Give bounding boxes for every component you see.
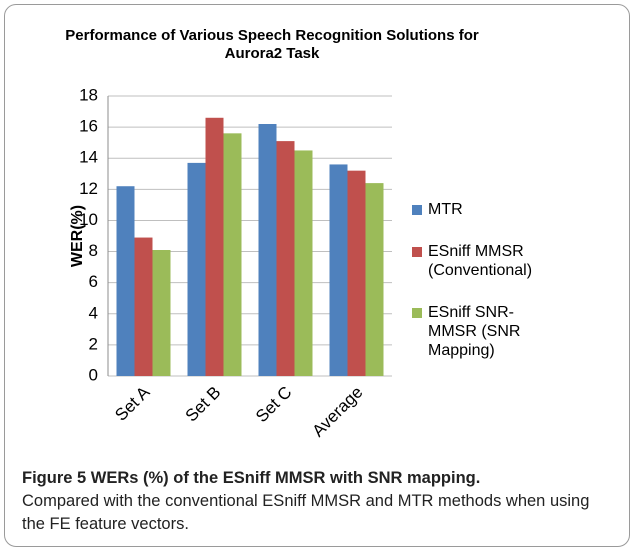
caption-label: Figure 5 WERs (%) of the ESniff MMSR wit… bbox=[22, 469, 481, 487]
legend-label: MTR bbox=[428, 201, 463, 218]
y-tick-label: 14 bbox=[79, 148, 98, 167]
bar bbox=[258, 124, 277, 376]
figure-frame bbox=[4, 4, 630, 547]
y-tick-label: 0 bbox=[89, 365, 98, 384]
legend: MTR ESniff MMSR (Conventional) ESniff SNR-… bbox=[412, 200, 562, 383]
caption-text: Compared with the conventional ESniff MM… bbox=[22, 492, 590, 533]
bar bbox=[223, 133, 242, 376]
chart-title: Performance of Various Speech Recognitio… bbox=[65, 27, 479, 62]
y-tick-label: 10 bbox=[79, 210, 98, 229]
y-axis-label: WER(%) bbox=[69, 205, 86, 267]
x-tick-label: Set A bbox=[111, 382, 154, 425]
y-tick-label: 8 bbox=[89, 241, 98, 260]
y-tick-label: 2 bbox=[89, 334, 98, 353]
legend-label: ESniff SNR-MMSR (SNR Mapping) bbox=[428, 304, 521, 359]
legend-swatch bbox=[412, 205, 422, 215]
legend-item: ESniff MMSR (Conventional) bbox=[412, 242, 562, 280]
legend-swatch bbox=[412, 308, 422, 318]
y-tick-label: 16 bbox=[79, 117, 98, 136]
bar bbox=[205, 117, 224, 377]
bar bbox=[134, 237, 153, 376]
bar bbox=[347, 170, 366, 376]
y-tick-label: 18 bbox=[79, 85, 98, 104]
bar bbox=[329, 164, 348, 376]
x-tick-label: Average bbox=[309, 383, 367, 441]
bar bbox=[187, 162, 206, 376]
bar bbox=[116, 186, 135, 376]
legend-label: ESniff MMSR (Conventional) bbox=[428, 243, 533, 279]
bar bbox=[294, 150, 313, 376]
legend-item: ESniff SNR-MMSR (SNR Mapping) bbox=[412, 303, 562, 360]
y-tick-label: 12 bbox=[79, 179, 98, 198]
bar bbox=[365, 183, 384, 376]
x-tick-label: Set B bbox=[182, 383, 225, 426]
caption: Figure 5 WERs (%) of the ESniff MMSR wit… bbox=[22, 467, 612, 536]
legend-item: MTR bbox=[412, 200, 562, 219]
y-tick-label: 6 bbox=[89, 272, 98, 291]
y-tick-label: 4 bbox=[89, 303, 98, 322]
bar bbox=[276, 141, 295, 376]
bar bbox=[152, 250, 171, 376]
x-tick-label: Set C bbox=[252, 383, 296, 427]
legend-swatch bbox=[412, 247, 422, 257]
